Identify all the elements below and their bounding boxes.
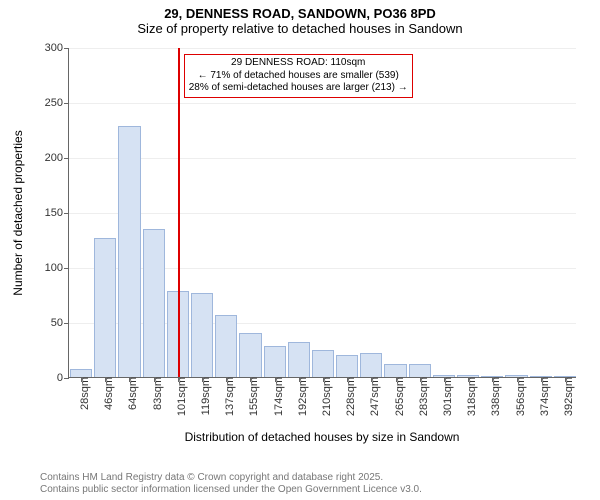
x-tick-label: 210sqm — [319, 377, 333, 416]
footer-line-1: Contains HM Land Registry data © Crown c… — [40, 472, 422, 484]
y-tick-label: 250 — [45, 97, 69, 109]
y-axis-label: Number of detached properties — [11, 130, 25, 295]
x-tick-label: 338sqm — [488, 377, 502, 416]
x-tick-label: 46sqm — [101, 377, 115, 410]
x-tick-label: 174sqm — [271, 377, 285, 416]
annotation-box: 29 DENNESS ROAD: 110sqm← 71% of detached… — [184, 54, 413, 98]
histogram-bar — [288, 342, 310, 377]
histogram-bar — [239, 333, 261, 377]
plot-area: 05010015020025030028sqm46sqm64sqm83sqm10… — [68, 48, 576, 378]
x-tick-label: 392sqm — [561, 377, 575, 416]
histogram-bar — [70, 369, 92, 377]
gridline — [69, 103, 576, 104]
y-tick-label: 0 — [57, 372, 69, 384]
histogram-bar — [264, 346, 286, 377]
x-tick-label: 137sqm — [222, 377, 236, 416]
x-tick-label: 283sqm — [416, 377, 430, 416]
reference-line — [178, 48, 180, 377]
x-tick-label: 28sqm — [77, 377, 91, 410]
histogram-bar — [94, 238, 116, 377]
histogram-bar — [215, 315, 237, 377]
y-tick-label: 150 — [45, 207, 69, 219]
annotation-line: 29 DENNESS ROAD: 110sqm — [189, 57, 408, 70]
x-tick-label: 374sqm — [537, 377, 551, 416]
x-tick-label: 119sqm — [198, 377, 212, 415]
x-tick-label: 265sqm — [392, 377, 406, 416]
histogram-bar — [384, 364, 406, 377]
footer-line-2: Contains public sector information licen… — [40, 484, 422, 496]
x-tick-label: 83sqm — [150, 377, 164, 410]
x-axis-label: Distribution of detached houses by size … — [185, 430, 460, 444]
x-tick-label: 64sqm — [125, 377, 139, 410]
y-tick-label: 300 — [45, 42, 69, 54]
chart-title: 29, DENNESS ROAD, SANDOWN, PO36 8PD — [0, 0, 600, 21]
annotation-line: 28% of semi-detached houses are larger (… — [189, 82, 408, 95]
x-tick-label: 318sqm — [464, 377, 478, 416]
histogram-bar — [191, 293, 213, 377]
y-tick-label: 200 — [45, 152, 69, 164]
histogram-bar — [336, 355, 358, 377]
chart-subtitle: Size of property relative to detached ho… — [0, 21, 600, 36]
histogram-bar — [409, 364, 431, 377]
x-tick-label: 301sqm — [440, 377, 454, 416]
x-tick-label: 155sqm — [246, 377, 260, 416]
gridline — [69, 213, 576, 214]
histogram-bar — [360, 353, 382, 377]
x-tick-label: 101sqm — [174, 377, 188, 416]
footer-attribution: Contains HM Land Registry data © Crown c… — [40, 472, 422, 496]
x-tick-label: 247sqm — [367, 377, 381, 416]
histogram-bar — [143, 229, 165, 378]
histogram-bar — [118, 126, 140, 377]
y-tick-label: 100 — [45, 262, 69, 274]
annotation-line: ← 71% of detached houses are smaller (53… — [189, 70, 408, 83]
gridline — [69, 48, 576, 49]
x-tick-label: 356sqm — [513, 377, 527, 416]
x-tick-label: 192sqm — [295, 377, 309, 416]
chart-container: 29, DENNESS ROAD, SANDOWN, PO36 8PD Size… — [0, 0, 600, 500]
x-tick-label: 228sqm — [343, 377, 357, 416]
gridline — [69, 158, 576, 159]
y-tick-label: 50 — [51, 317, 69, 329]
histogram-bar — [312, 350, 334, 378]
